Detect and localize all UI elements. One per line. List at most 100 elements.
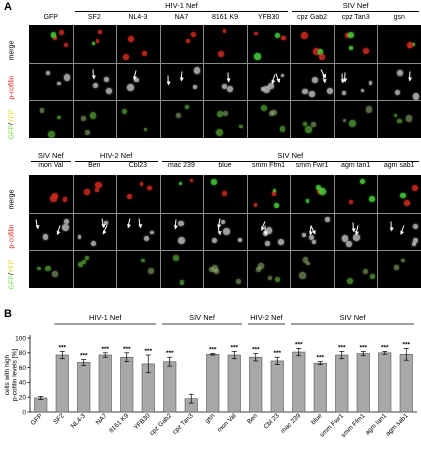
cell-spot [236, 279, 242, 285]
top-cell-gfp-yfp [203, 100, 247, 138]
cell-spot [144, 127, 148, 131]
cell-spot [349, 119, 357, 127]
y-tick-label: 20 [19, 395, 27, 402]
significance-label: *** [166, 350, 174, 357]
category-label: SF2 [52, 412, 66, 426]
cell-spot [90, 241, 97, 247]
top-cell-p-cofilin [159, 62, 204, 100]
cell-spot [299, 272, 307, 279]
bar [55, 354, 69, 413]
top-cell-gfp-yfp [159, 100, 204, 138]
bar [163, 361, 177, 413]
bottom-cell-merge [72, 175, 117, 213]
cell-spot [98, 30, 103, 35]
cell-spot [123, 54, 129, 60]
bottom-group-line [161, 161, 419, 162]
cell-spot [139, 182, 144, 186]
cell-spot [369, 273, 376, 280]
y-axis-label: cells with highp-cofilin levels [%] [4, 349, 18, 401]
y-tick-label: 0 [22, 409, 26, 416]
cell-spot [178, 220, 184, 227]
cell-spot [396, 70, 403, 77]
significance-label: *** [295, 341, 303, 348]
cell-spot [95, 181, 102, 189]
cell-spot [218, 50, 225, 58]
cell-spot [311, 122, 316, 127]
cell-spot [221, 84, 227, 90]
cell-spot [413, 93, 420, 100]
top-column-label: gsn [393, 14, 405, 21]
significance-label: *** [402, 341, 410, 348]
cell-spot [57, 82, 61, 86]
cell-spot [92, 83, 98, 88]
cell-spot [274, 32, 281, 39]
cell-spot [237, 237, 242, 242]
row-label-gfpyfp-top: GFP/YFP [8, 109, 16, 140]
arrow-icon [320, 69, 326, 78]
bar [335, 354, 349, 413]
arrow-icon [400, 225, 405, 234]
cell-spot [126, 84, 134, 91]
cell-spot [341, 90, 346, 95]
cell-spot [309, 91, 315, 97]
top-cell-merge [333, 25, 378, 63]
category-label: smm Ffm1 [340, 412, 367, 439]
cell-spot [306, 261, 310, 265]
category-label: Cbl 23 [262, 412, 281, 431]
cell-spot [362, 47, 369, 55]
group-label: HIV-2 Nef [250, 313, 283, 322]
top-group-label: SIV Nef [342, 1, 369, 10]
cell-spot [193, 67, 201, 74]
bottom-cell-gfp-yfp [246, 250, 291, 288]
top-cell-merge [116, 25, 160, 63]
cell-spot [256, 267, 261, 272]
bottom-group-line [31, 161, 71, 162]
bar [120, 356, 134, 413]
cell-spot [365, 106, 373, 113]
row-label-merge-top: merge [8, 40, 16, 61]
top-column-label: 8161 K9 [211, 14, 239, 21]
cell-spot [400, 192, 406, 198]
cell-spot [222, 28, 227, 33]
top-cell-p-cofilin [377, 62, 421, 100]
cell-spot [347, 31, 355, 39]
significance-label: *** [123, 346, 131, 353]
cell-spot [344, 32, 350, 38]
cell-spot [37, 266, 41, 271]
cell-spot [353, 234, 360, 242]
cell-spot [191, 32, 196, 38]
cell-spot [349, 46, 354, 51]
cell-spot [127, 194, 132, 199]
cell-spot [89, 112, 97, 119]
cell-spot [221, 220, 226, 225]
cell-spot [406, 41, 414, 49]
cell-spot [267, 83, 274, 89]
cell-spot [258, 263, 264, 269]
cell-spot [45, 70, 50, 75]
cell-spot [309, 235, 315, 241]
arrow-icon [275, 73, 280, 83]
cell-spot [412, 223, 418, 229]
cell-spot [271, 191, 277, 196]
cell-spot [96, 39, 100, 43]
cell-spot [91, 41, 95, 46]
top-column-label: NA7 [174, 14, 189, 21]
bottom-cell-gfp-yfp [29, 250, 73, 288]
cell-spot [346, 278, 353, 285]
cell-spot [341, 235, 349, 242]
group-label: HIV-1 Nef [89, 313, 122, 322]
bar [378, 352, 392, 413]
cell-spot [184, 105, 189, 110]
cell-spot [177, 237, 185, 244]
cell-spot [223, 228, 231, 236]
bottom-cell-p-cofilin [333, 212, 378, 250]
cell-spot [53, 36, 57, 41]
arrow-icon [92, 69, 95, 79]
cell-spot [318, 54, 325, 60]
cell-spot [58, 29, 65, 35]
category-label: NA7 [95, 412, 109, 426]
bar [34, 397, 48, 413]
cell-spot [84, 129, 90, 135]
top-cell-p-cofilin [72, 62, 117, 100]
cell-spot [312, 239, 317, 245]
